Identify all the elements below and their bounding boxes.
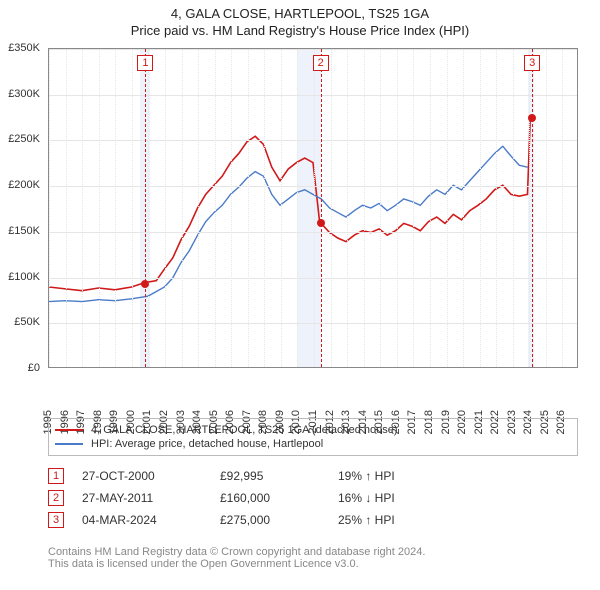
footnote-line1: Contains HM Land Registry data © Crown c…	[48, 546, 425, 558]
event-marker-line	[145, 49, 146, 367]
series-price_paid	[49, 117, 530, 291]
event-date: 04-MAR-2024	[82, 513, 202, 527]
y-tick-label: £100K	[8, 271, 40, 283]
y-tick-label: £200K	[8, 179, 40, 191]
event-marker-line	[321, 49, 322, 367]
footnote: Contains HM Land Registry data © Crown c…	[48, 546, 425, 570]
event-num-badge: 2	[48, 490, 64, 506]
event-marker-dot	[528, 114, 536, 122]
event-num-badge: 3	[48, 512, 64, 528]
legend-swatch-price	[55, 429, 83, 431]
title-block: 4, GALA CLOSE, HARTLEPOOL, TS25 1GA Pric…	[0, 0, 600, 40]
y-tick-label: £0	[28, 362, 40, 374]
y-tick-label: £250K	[8, 133, 40, 145]
event-marker-number: 1	[137, 55, 153, 71]
event-num-badge: 1	[48, 468, 64, 484]
legend-swatch-hpi	[55, 443, 83, 445]
events-table: 1 27-OCT-2000 £92,995 19% ↑ HPI 2 27-MAY-2011…	[48, 465, 578, 531]
event-price: £92,995	[220, 469, 320, 483]
y-tick-label: £50K	[14, 316, 40, 328]
event-delta: 19% ↑ HPI	[338, 469, 458, 483]
event-date: 27-MAY-2011	[82, 491, 202, 505]
event-date: 27-OCT-2000	[82, 469, 202, 483]
y-tick-label: £350K	[8, 42, 40, 54]
event-delta: 25% ↑ HPI	[338, 513, 458, 527]
footnote-line2: This data is licensed under the Open Gov…	[48, 558, 425, 570]
event-marker-dot	[141, 280, 149, 288]
legend-row-price: 4, GALA CLOSE, HARTLEPOOL, TS25 1GA (det…	[55, 423, 571, 437]
event-price: £275,000	[220, 513, 320, 527]
event-marker-dot	[317, 219, 325, 227]
chart-svg	[49, 49, 577, 367]
legend-box: 4, GALA CLOSE, HARTLEPOOL, TS25 1GA (det…	[48, 418, 578, 456]
y-axis-labels: £0£50K£100K£150K£200K£250K£300K£350K	[0, 48, 44, 368]
event-price: £160,000	[220, 491, 320, 505]
legend-row-hpi: HPI: Average price, detached house, Hart…	[55, 437, 571, 451]
legend-label-hpi: HPI: Average price, detached house, Hart…	[91, 438, 323, 450]
title-sub: Price paid vs. HM Land Registry's House …	[0, 23, 600, 38]
y-tick-label: £150K	[8, 225, 40, 237]
event-row: 3 04-MAR-2024 £275,000 25% ↑ HPI	[48, 509, 578, 531]
event-delta: 16% ↓ HPI	[338, 491, 458, 505]
event-row: 2 27-MAY-2011 £160,000 16% ↓ HPI	[48, 487, 578, 509]
chart-container: 4, GALA CLOSE, HARTLEPOOL, TS25 1GA Pric…	[0, 0, 600, 590]
y-tick-label: £300K	[8, 88, 40, 100]
title-main: 4, GALA CLOSE, HARTLEPOOL, TS25 1GA	[0, 6, 600, 21]
legend-label-price: 4, GALA CLOSE, HARTLEPOOL, TS25 1GA (det…	[91, 424, 398, 436]
chart-plot-area: 1 2 3	[48, 48, 578, 368]
event-marker-number: 3	[524, 55, 540, 71]
event-marker-number: 2	[313, 55, 329, 71]
event-marker-line	[532, 49, 533, 367]
event-row: 1 27-OCT-2000 £92,995 19% ↑ HPI	[48, 465, 578, 487]
